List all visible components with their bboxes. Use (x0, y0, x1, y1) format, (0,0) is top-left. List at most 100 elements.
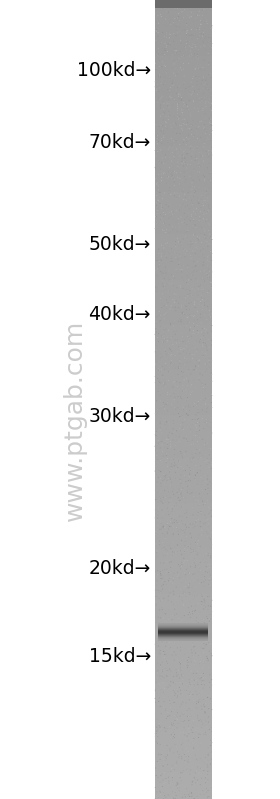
Point (197, 658, 202, 670)
Point (195, 677, 199, 690)
Point (187, 11, 192, 24)
Point (157, 287, 162, 300)
Point (158, 491, 163, 504)
Point (161, 2, 165, 14)
Point (165, 336, 169, 348)
Point (203, 377, 207, 390)
Point (153, 761, 158, 774)
Point (202, 140, 206, 153)
Point (170, 137, 174, 150)
Point (163, 332, 168, 345)
Point (159, 125, 164, 138)
Point (169, 460, 174, 473)
Point (162, 471, 167, 483)
Point (197, 336, 202, 348)
Point (186, 535, 191, 548)
Point (210, 594, 214, 606)
Point (181, 133, 186, 145)
Point (158, 597, 162, 610)
Point (164, 713, 169, 725)
Point (192, 507, 196, 519)
Point (164, 237, 168, 250)
Point (163, 531, 167, 543)
Point (167, 189, 171, 201)
Point (183, 230, 188, 243)
Point (190, 778, 194, 791)
Point (192, 165, 196, 177)
Point (177, 435, 181, 448)
Point (197, 354, 201, 367)
Point (187, 725, 191, 738)
Point (174, 403, 178, 415)
Point (166, 710, 170, 723)
Point (171, 15, 176, 28)
Point (180, 590, 184, 602)
Point (168, 745, 172, 757)
Point (155, 665, 159, 678)
Bar (155, 655, 212, 658)
Point (182, 170, 187, 183)
Point (165, 83, 170, 96)
Bar (155, 386, 212, 389)
Point (176, 118, 181, 131)
Point (185, 471, 190, 484)
Point (189, 29, 193, 42)
Point (159, 37, 163, 50)
Point (198, 368, 202, 380)
Point (196, 475, 200, 487)
Point (170, 610, 175, 622)
Bar (155, 423, 212, 426)
Point (209, 126, 213, 139)
Point (189, 724, 194, 737)
Point (203, 706, 207, 719)
Point (196, 191, 200, 204)
Bar (155, 567, 212, 570)
Point (190, 183, 194, 196)
Point (191, 429, 195, 442)
Point (156, 42, 160, 55)
Point (171, 224, 175, 237)
Point (162, 468, 166, 481)
Point (172, 738, 177, 751)
Point (166, 590, 171, 602)
Point (181, 136, 186, 149)
Point (200, 149, 205, 162)
Point (154, 769, 158, 782)
Point (169, 611, 173, 624)
Point (202, 16, 207, 29)
Point (198, 714, 202, 726)
Point (189, 487, 193, 499)
Point (159, 250, 164, 263)
Point (159, 585, 163, 598)
Point (158, 423, 163, 436)
Point (207, 354, 211, 367)
Point (164, 318, 168, 331)
Point (189, 786, 194, 799)
Point (177, 88, 181, 101)
Point (200, 189, 204, 202)
Point (161, 411, 165, 423)
Point (199, 432, 204, 445)
Point (179, 108, 184, 121)
Point (188, 560, 193, 573)
Point (169, 118, 173, 131)
Point (193, 777, 198, 789)
Point (182, 721, 186, 734)
Point (200, 715, 204, 728)
Point (184, 312, 188, 324)
Point (168, 388, 172, 400)
Point (200, 683, 205, 696)
Point (200, 272, 205, 284)
Point (183, 732, 188, 745)
Point (177, 336, 182, 348)
Point (186, 710, 191, 723)
Point (191, 491, 195, 504)
Point (170, 273, 174, 286)
Point (162, 623, 167, 636)
Bar (155, 727, 212, 729)
Point (166, 25, 171, 38)
Bar (155, 98, 212, 101)
Point (161, 113, 165, 126)
Bar (155, 266, 212, 269)
Point (181, 197, 185, 210)
